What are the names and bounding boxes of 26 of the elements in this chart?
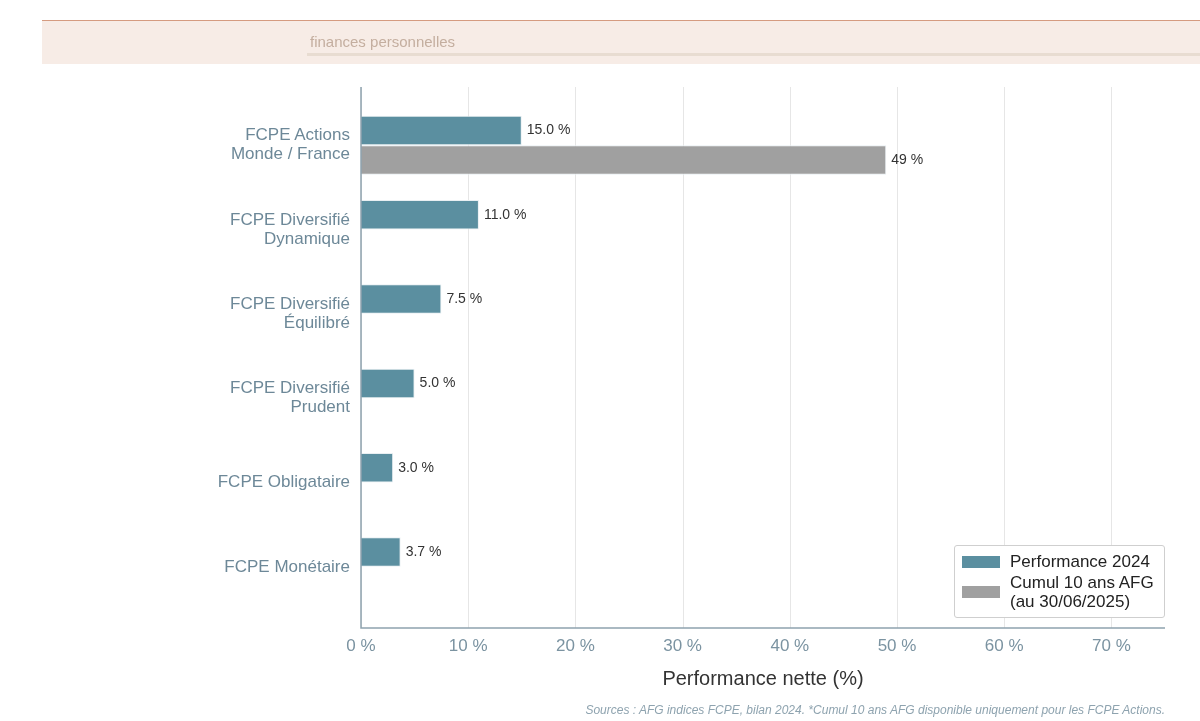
data-label: 49 % [891, 150, 924, 167]
chart-subtitle: finances personnelles [310, 33, 456, 51]
data-label: 3.7 % [405, 542, 442, 559]
y-tick-label: FCPE Monétaire [224, 556, 350, 576]
x-axis-title: Performance nette (%) [662, 666, 864, 689]
y-tick-label: FCPE Obligataire [217, 472, 350, 492]
x-tick-label: 50 % [877, 635, 917, 655]
data-label: 7.5 % [446, 289, 483, 306]
x-tick-label: 30 % [663, 635, 702, 655]
legend-label: Cumul 10 ans AFG (au 30/06/2025) [1010, 573, 1154, 611]
y-tick-label: FCPE Actions Monde / France [230, 125, 350, 164]
x-tick-label: 20 % [556, 635, 595, 655]
data-label: 11.0 % [483, 205, 527, 222]
x-tick-label: 60 % [984, 635, 1024, 655]
data-label: 3.0 % [398, 458, 434, 475]
x-tick-label: 40 % [770, 635, 810, 655]
y-tick-label: FCPE Diversifié Équilibré [230, 294, 350, 333]
data-label: 15.0 % [526, 121, 571, 138]
legend-label: Performance 2024 [1010, 552, 1150, 571]
y-tick-label: FCPE Diversifié Dynamique [230, 209, 350, 248]
x-tick-label: 0 % [346, 635, 376, 655]
x-tick-label: 70 % [1092, 635, 1131, 655]
x-tick-label: 10 % [448, 635, 488, 655]
source-note: Sources : AFG indices FCPE, bilan 2024. *Cumul 10 ans AFG disponible uniquement pour les FCPE Actions. [585, 703, 1165, 718]
data-label: 5.0 % [419, 374, 456, 391]
y-tick-label: FCPE Diversifié Prudent [230, 378, 351, 417]
